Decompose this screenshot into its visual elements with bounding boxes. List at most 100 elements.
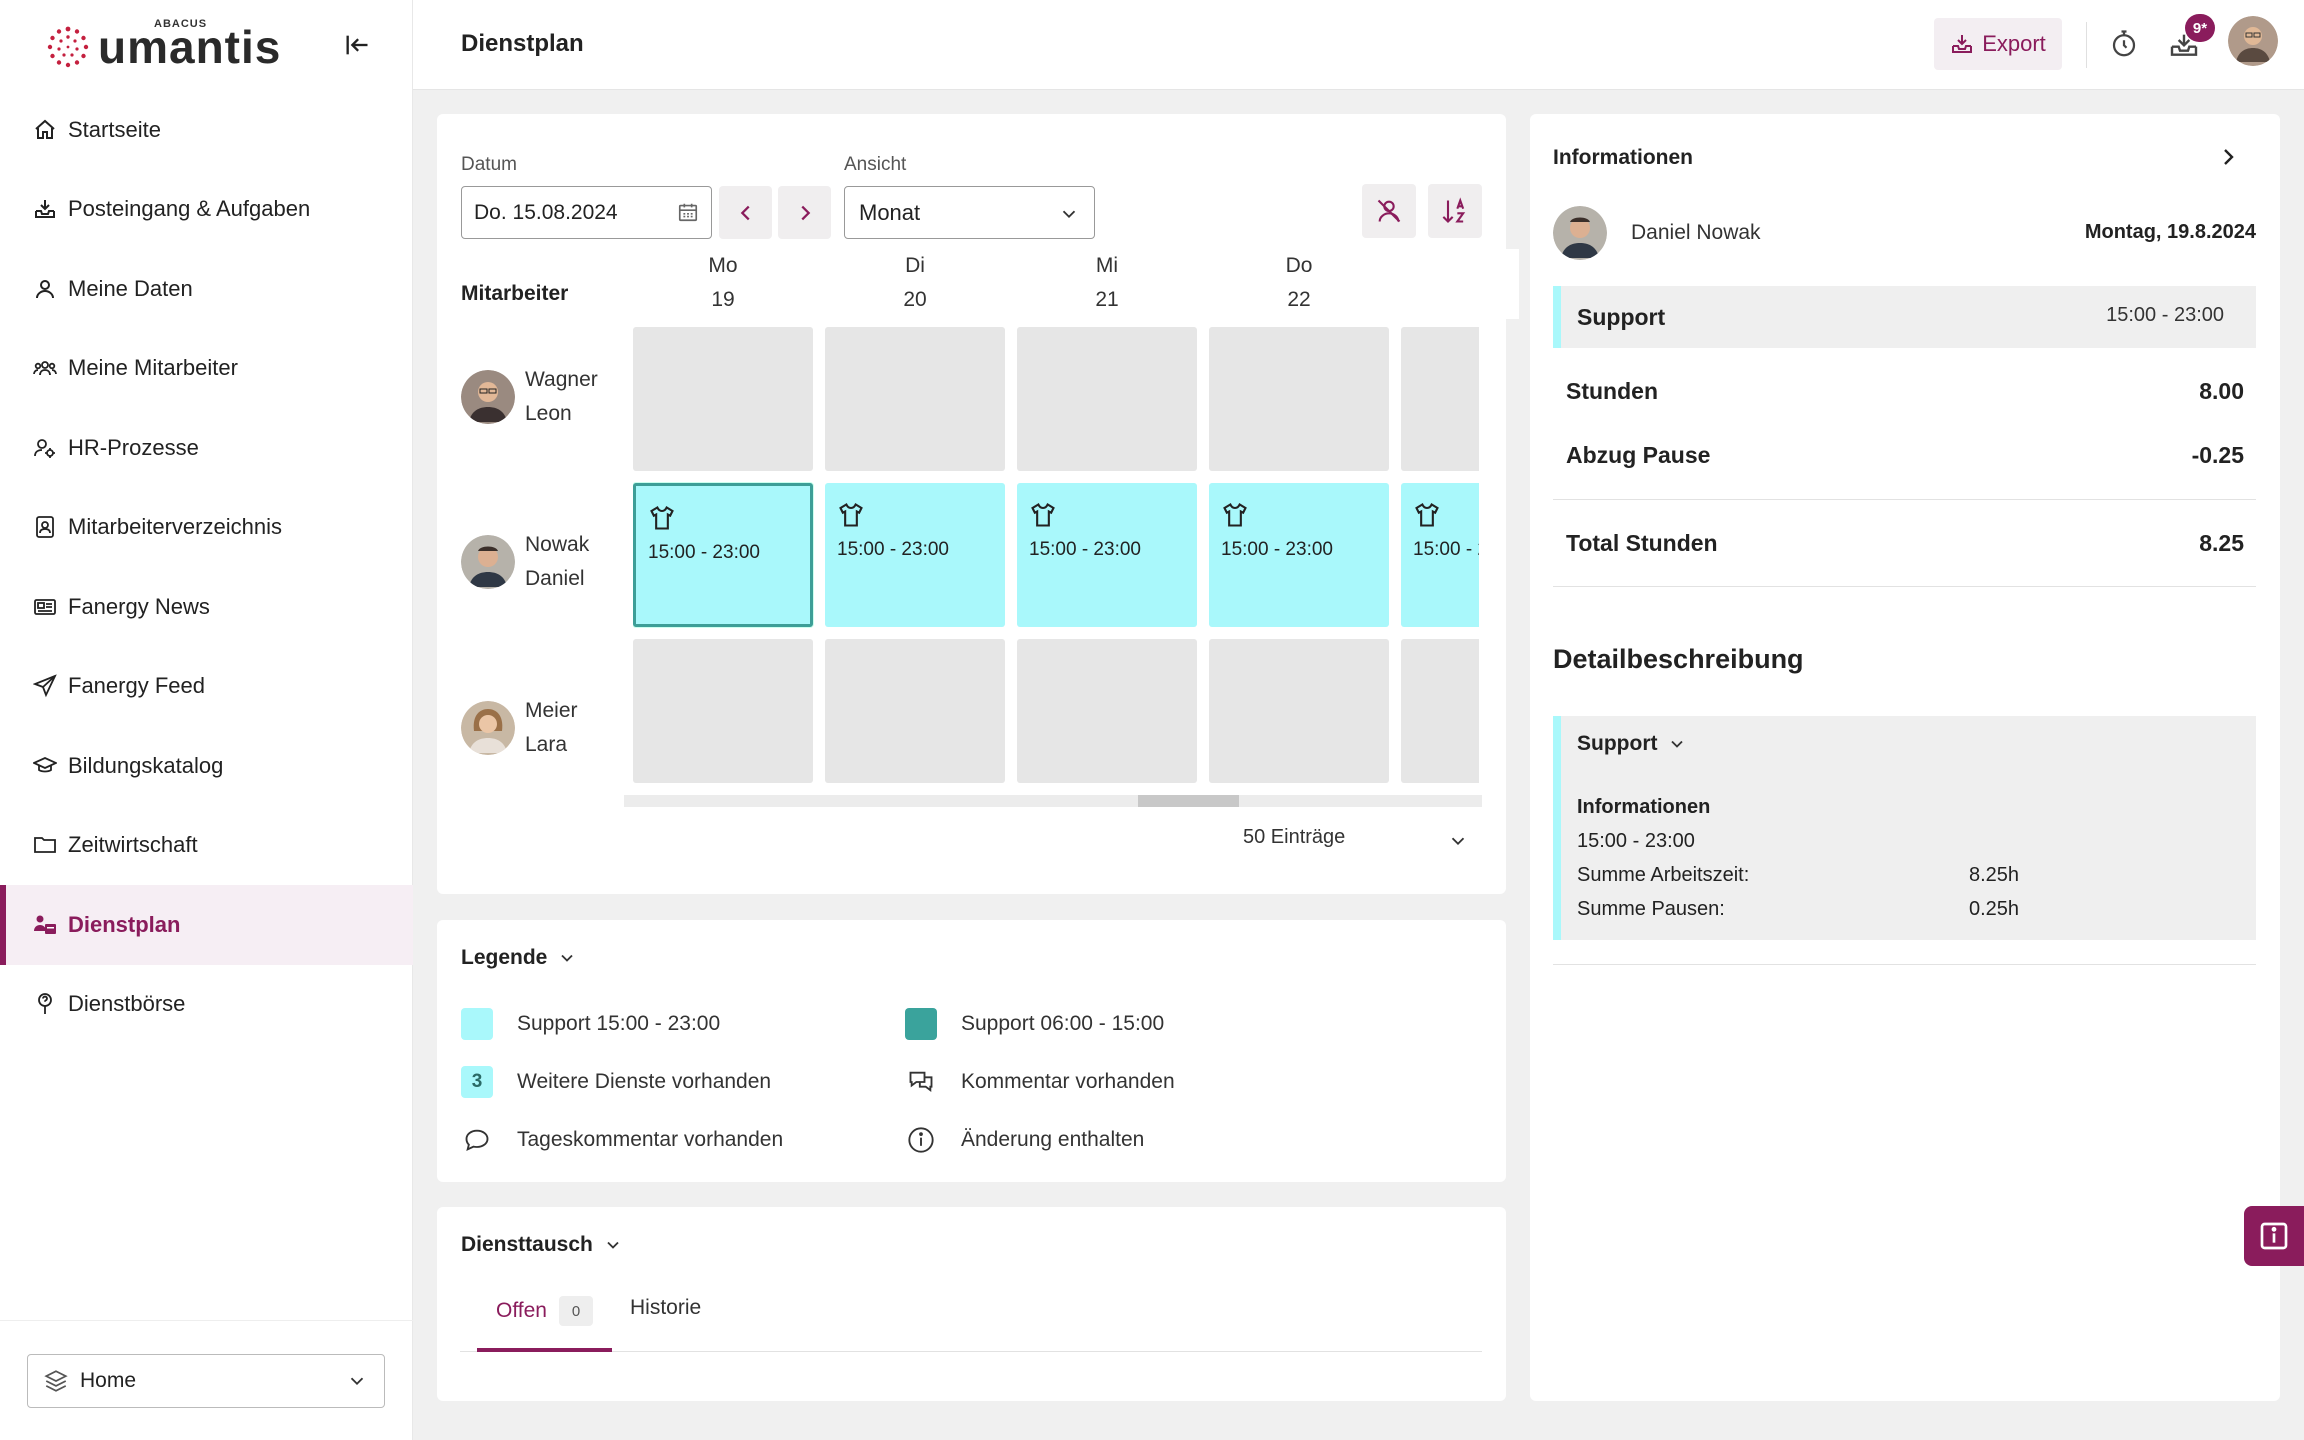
sidebar-item-label: Meine Mitarbeiter — [68, 355, 238, 381]
chevron-left-icon — [740, 205, 750, 220]
sidebar-item-fanergy-news[interactable]: Fanergy News — [0, 567, 413, 647]
shift-time: 15:00 - 23:00 — [1221, 539, 1333, 560]
legend-label: Support 06:00 - 15:00 — [961, 1012, 1165, 1035]
expand-info-button[interactable] — [2216, 145, 2240, 174]
home-select[interactable]: Home — [27, 1354, 385, 1408]
schedule-cell[interactable] — [633, 327, 813, 471]
detail-time: 15:00 - 23:00 — [1577, 830, 1695, 852]
sidebar-item-label: Dienstplan — [68, 911, 181, 937]
sidebar-item-label: Fanergy News — [68, 593, 210, 619]
stopwatch-icon — [2112, 30, 2136, 57]
sidebar-item-dienstplan[interactable]: Dienstplan — [0, 885, 413, 965]
user-avatar[interactable] — [2228, 16, 2278, 66]
graduation-cap-icon — [32, 753, 58, 779]
comment-icon — [461, 1124, 493, 1156]
sort-alpha-icon — [1442, 197, 1466, 223]
shift-cell[interactable]: 15:00 - 23:00 — [1401, 483, 1479, 627]
diensttausch-toggle[interactable]: Diensttausch — [461, 1233, 623, 1257]
avatar — [461, 535, 515, 589]
tab-offen[interactable]: Offen 0 — [496, 1296, 593, 1326]
mitarbeiter-header: Mitarbeiter — [461, 282, 569, 305]
prev-date-button[interactable] — [719, 186, 772, 239]
schedule-cell[interactable] — [633, 639, 813, 783]
divider — [1553, 964, 2256, 965]
shift-cell[interactable]: 15:00 - 23:00 — [1017, 483, 1197, 627]
total-row: Total Stunden 8.25 — [1566, 530, 2244, 557]
floating-info-button[interactable] — [2244, 1206, 2304, 1266]
color-swatch — [905, 1008, 937, 1040]
legend-label: Weitere Dienste vorhanden — [517, 1070, 772, 1093]
employee-row-nowak[interactable]: Nowak Daniel — [461, 528, 589, 596]
legend-toggle[interactable]: Legende — [461, 946, 577, 970]
detail-shift-toggle[interactable]: Support — [1577, 732, 1687, 756]
shirt-icon — [1413, 501, 1441, 534]
next-date-button[interactable] — [778, 186, 831, 239]
sidebar-item-posteingang[interactable]: Posteingang & Aufgaben — [0, 170, 413, 250]
folder-icon — [32, 832, 58, 858]
sidebar-item-label: Posteingang & Aufgaben — [68, 196, 311, 222]
chevron-right-icon — [800, 205, 810, 220]
tab-historie[interactable]: Historie — [630, 1296, 701, 1320]
sidebar-item-mitarbeiterverzeichnis[interactable]: Mitarbeiterverzeichnis — [0, 488, 413, 568]
employee-name: Nowak Daniel — [525, 533, 590, 590]
schedule-grid: 15:00 - 23:00 15:00 - 23:00 15:00 - 23:0… — [633, 327, 1479, 902]
sidebar-item-hr-prozesse[interactable]: HR-Prozesse — [0, 408, 413, 488]
inbox-icon — [2170, 34, 2198, 56]
inbox-badge: 9* — [2185, 14, 2215, 42]
inbox-button[interactable] — [2166, 26, 2202, 62]
schedule-cell[interactable] — [1209, 327, 1389, 471]
schedule-cell[interactable] — [825, 639, 1005, 783]
shift-cell-selected[interactable]: 15:00 - 23:00 — [633, 483, 813, 627]
sidebar-item-label: Fanergy Feed — [68, 673, 205, 699]
info-circle-icon — [905, 1124, 937, 1156]
brand-name: umantis — [98, 21, 282, 73]
day-number: 21 — [1095, 288, 1119, 311]
scrollbar-thumb[interactable] — [1138, 795, 1239, 807]
sidebar-item-meine-daten[interactable]: Meine Daten — [0, 249, 413, 329]
users-group-icon — [32, 355, 58, 381]
sidebar-item-fanergy-feed[interactable]: Fanergy Feed — [0, 647, 413, 727]
schedule-cell[interactable] — [825, 327, 1005, 471]
logo[interactable]: ABACUS umantis — [44, 18, 282, 73]
shift-cell[interactable]: 15:00 - 23:00 — [1209, 483, 1389, 627]
weekday: Mo — [708, 254, 738, 277]
sidebar-item-zeitwirtschaft[interactable]: Zeitwirtschaft — [0, 806, 413, 886]
day-header: Do 22 — [1209, 249, 1389, 317]
home-icon — [32, 117, 58, 143]
view-select[interactable]: Monat — [844, 186, 1095, 239]
sort-button[interactable] — [1428, 184, 1482, 238]
day-number: 22 — [1287, 288, 1311, 311]
employee-row-meier[interactable]: Meier Lara — [461, 694, 578, 762]
chevron-down-icon[interactable] — [1447, 830, 1469, 857]
schedule-cell[interactable] — [1017, 639, 1197, 783]
divider — [1553, 499, 2256, 500]
chevron-down-icon — [557, 948, 577, 968]
collapse-sidebar-button[interactable] — [340, 28, 374, 62]
employee-name: Wagner Leon — [525, 368, 598, 425]
divider — [1553, 586, 2256, 587]
date-input[interactable]: Do. 15.08.2024 — [461, 186, 712, 239]
schedule-cell[interactable] — [1209, 639, 1389, 783]
day-number: 19 — [711, 288, 735, 311]
hide-employees-button[interactable] — [1362, 184, 1416, 238]
horizontal-scrollbar[interactable] — [624, 795, 1482, 807]
stopwatch-button[interactable] — [2106, 26, 2142, 62]
schedule-cell[interactable] — [1017, 327, 1197, 471]
row-label: Total Stunden — [1566, 530, 1718, 556]
sidebar: ABACUS umantis Startseite Posteingang & … — [0, 0, 413, 1440]
user-gear-icon — [32, 435, 58, 461]
arbeitszeit-value: 8.25h — [1969, 864, 2020, 886]
sidebar-item-dienstboerse[interactable]: Dienstbörse — [0, 965, 413, 1045]
entries-select[interactable]: 50 Einträge — [1243, 826, 1346, 848]
schedule-cell[interactable] — [1401, 639, 1479, 783]
sidebar-item-startseite[interactable]: Startseite — [0, 90, 413, 170]
shift-cell[interactable]: 15:00 - 23:00 — [825, 483, 1005, 627]
sidebar-item-bildungskatalog[interactable]: Bildungskatalog — [0, 726, 413, 806]
shift-time: 15:00 - 23:00 — [837, 539, 949, 560]
weekday: Do — [1285, 254, 1313, 277]
employee-row-wagner[interactable]: Wagner Leon — [461, 363, 598, 431]
export-button[interactable]: Export — [1934, 18, 2062, 70]
calendar-icon[interactable] — [677, 201, 699, 229]
schedule-cell[interactable] — [1401, 327, 1479, 471]
sidebar-item-meine-mitarbeiter[interactable]: Meine Mitarbeiter — [0, 329, 413, 409]
